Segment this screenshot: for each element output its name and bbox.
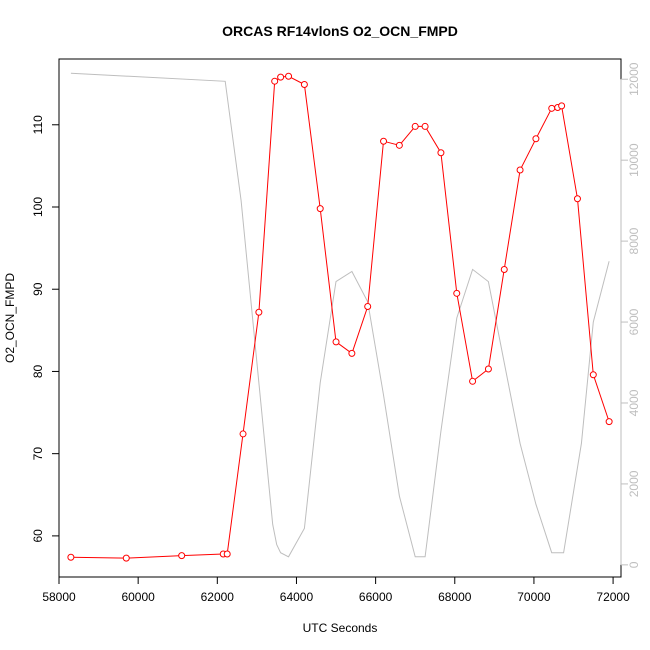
data-point — [223, 550, 231, 558]
y2-tick-label: 2000 — [627, 470, 641, 497]
x-tick-label: 70000 — [517, 590, 551, 604]
x-tick-label: 72000 — [596, 590, 630, 604]
data-point — [437, 149, 445, 157]
data-point — [316, 205, 324, 213]
data-point — [364, 302, 372, 310]
data-point — [548, 104, 556, 112]
y2-tick-label: 0 — [627, 561, 641, 568]
y2-tick-label: 4000 — [627, 389, 641, 416]
data-point — [484, 365, 492, 373]
secondary-series-line — [70, 72, 610, 558]
data-point — [558, 102, 566, 110]
data-point — [516, 166, 524, 174]
data-point — [411, 122, 419, 130]
y-axis-label: O2_OCN_FMPD — [3, 273, 17, 363]
y-tick-label: 80 — [31, 364, 45, 378]
x-tick-label: 60000 — [121, 590, 155, 604]
data-point — [300, 80, 308, 88]
data-point — [239, 430, 247, 438]
y2-tick-label: 6000 — [627, 308, 641, 335]
data-point — [453, 289, 461, 297]
y2-tick-label: 12000 — [627, 62, 641, 96]
secondary-series-layer — [70, 72, 610, 558]
data-point — [605, 418, 613, 426]
data-point — [285, 72, 293, 80]
x-tick-label: 64000 — [280, 590, 314, 604]
chart-title: ORCAS RF14vlonS O2_OCN_FMPD — [222, 23, 458, 39]
y-tick-label: 70 — [31, 447, 45, 461]
y2-tick-label: 10000 — [627, 143, 641, 177]
x-axis-label: UTC Seconds — [303, 621, 378, 635]
data-point — [178, 552, 186, 560]
x-tick-label: 66000 — [359, 590, 393, 604]
data-point — [380, 137, 388, 145]
y-tick-label: 110 — [31, 115, 45, 134]
data-point — [67, 553, 75, 561]
x-axis: 58000 60000 62000 64000 66000 68000 70000 72000 — [42, 576, 630, 604]
data-point — [500, 265, 508, 273]
data-point — [589, 371, 597, 379]
y2-axis: 0 2000 4000 6000 8000 10000 12000 — [620, 62, 641, 568]
data-point — [122, 554, 130, 562]
primary-series-layer — [67, 72, 613, 562]
x-tick-label: 62000 — [201, 590, 235, 604]
data-point — [532, 135, 540, 143]
data-point — [421, 122, 429, 130]
data-point — [332, 338, 340, 346]
data-point — [271, 77, 279, 85]
data-point — [573, 195, 581, 203]
primary-series-line — [70, 75, 610, 559]
x-tick-label: 58000 — [42, 590, 76, 604]
y-axis: 60 70 80 90 100 110 — [31, 115, 60, 543]
y-tick-label: 60 — [31, 529, 45, 543]
data-point — [348, 349, 356, 357]
y-tick-label: 90 — [31, 282, 45, 296]
data-point — [255, 308, 263, 316]
x-tick-label: 68000 — [438, 590, 472, 604]
y-tick-label: 100 — [31, 197, 45, 217]
data-point — [469, 377, 477, 385]
data-point — [395, 141, 403, 149]
y2-tick-label: 8000 — [627, 227, 641, 254]
data-point — [277, 73, 285, 81]
